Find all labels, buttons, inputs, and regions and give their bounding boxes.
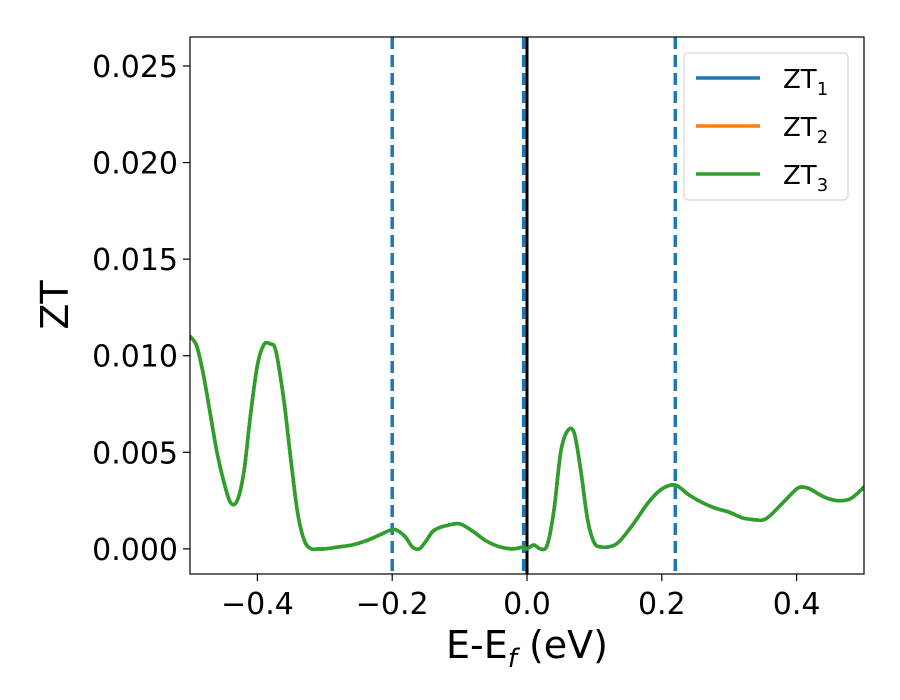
legend-label-main: ZT [783,161,817,191]
x-tick-label: 0.4 [773,587,821,622]
x-tick-label: 0.0 [503,587,551,622]
y-axis: 0.000 0.005 0.010 0.015 0.020 0.025 [92,50,190,568]
y-axis-title: ZT [33,280,77,330]
legend-label-subscript: 3 [817,175,828,196]
x-tick-label: 0.2 [638,587,686,622]
legend-label: ZT1 [783,65,828,100]
x-axis-title-unit: (eV) [517,623,608,667]
x-axis-title: E-Ef (eV) [446,623,608,674]
legend-box [683,52,849,201]
y-tick-label: 0.000 [92,533,178,568]
x-tick-label: −0.4 [221,587,294,622]
legend-label: ZT2 [783,113,828,148]
x-axis-title-main: E-E [446,623,508,667]
y-tick-label: 0.015 [92,243,178,278]
series-line-zt3 [190,334,864,552]
y-tick-label: 0.010 [92,340,178,375]
legend-label-main: ZT [783,65,817,95]
series-layer [190,334,864,552]
legend-label-subscript: 2 [817,127,828,148]
legend-label-main: ZT [783,113,817,143]
y-tick-label: 0.005 [92,436,178,471]
legend-label: ZT3 [783,161,828,196]
legend-label-subscript: 1 [817,79,828,100]
y-tick-label: 0.025 [92,50,178,85]
reference-lines [390,37,678,574]
x-axis: −0.4 −0.2 0.0 0.2 0.4 [221,574,820,622]
x-tick-label: −0.2 [356,587,429,622]
y-tick-label: 0.020 [92,147,178,182]
